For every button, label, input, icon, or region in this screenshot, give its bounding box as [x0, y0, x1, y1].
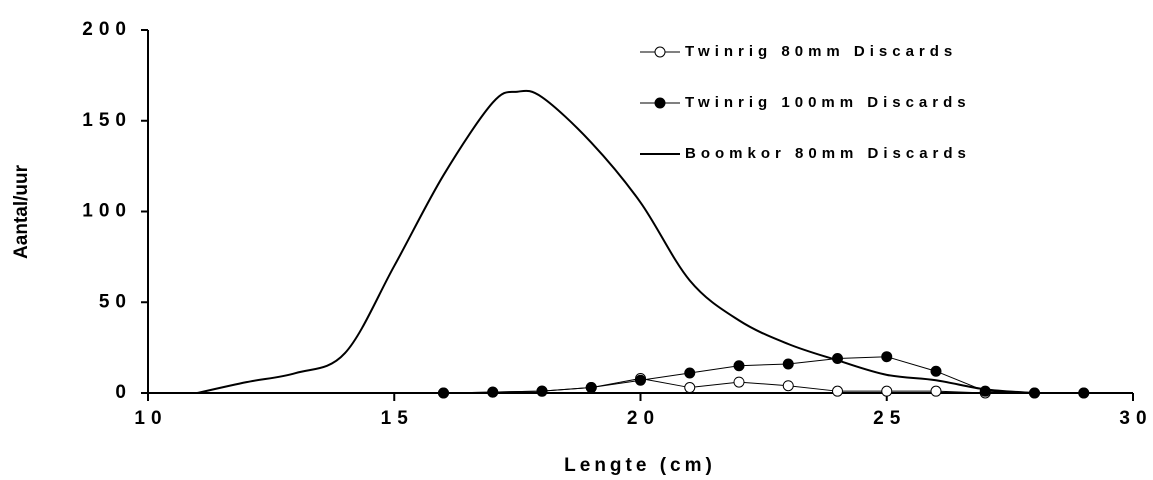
series-line: [197, 89, 1035, 394]
legend-marker: [654, 46, 666, 58]
y-tick-label: 200: [82, 19, 132, 40]
x-tick-label: 10: [134, 408, 167, 429]
y-axis-label: Aantal/uur: [11, 164, 32, 259]
series-marker: [881, 385, 893, 397]
legend-label: Boomkor 80mm Discards: [685, 145, 971, 162]
series-marker: [536, 385, 548, 397]
series-marker: [684, 367, 696, 379]
x-axis-label: Lengte (cm): [564, 455, 716, 476]
series-marker: [881, 351, 893, 363]
series-marker: [733, 376, 745, 388]
series-marker: [782, 358, 794, 370]
series-marker: [684, 382, 696, 394]
y-tick-label: 150: [82, 110, 132, 131]
series-marker: [930, 385, 942, 397]
legend-label: Twinrig 100mm Discards: [685, 94, 971, 111]
legend-marker: [654, 97, 666, 109]
x-tick-label: 25: [873, 408, 906, 429]
series-marker: [635, 374, 646, 386]
series-marker: [1078, 387, 1090, 399]
series-marker: [733, 360, 745, 372]
legend-label: Twinrig 80mm Discards: [685, 43, 957, 60]
y-tick-label: 50: [99, 291, 132, 312]
series-marker: [487, 386, 499, 398]
series-marker: [832, 385, 843, 397]
x-tick-label: 30: [1119, 408, 1152, 429]
series-marker: [930, 365, 942, 377]
series-marker: [782, 380, 794, 392]
y-tick-label: 0: [115, 382, 132, 403]
series-marker: [585, 382, 597, 394]
x-tick-label: 20: [627, 408, 660, 429]
y-tick-label: 100: [82, 201, 132, 222]
series-marker: [438, 387, 449, 399]
x-tick-label: 15: [381, 408, 414, 429]
series-marker: [979, 385, 991, 397]
